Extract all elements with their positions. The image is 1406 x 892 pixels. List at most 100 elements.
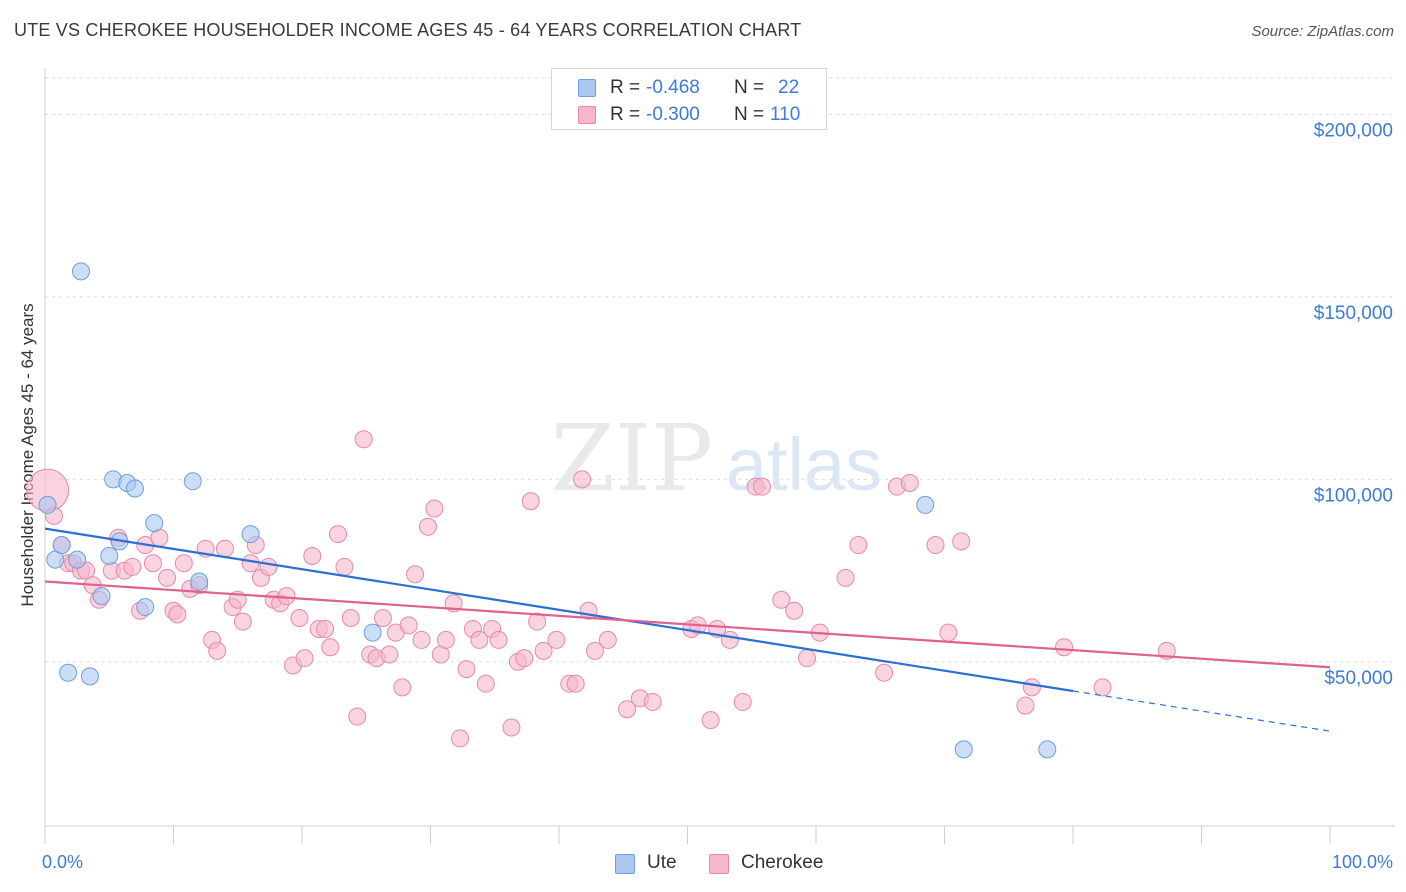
cherokee-point — [528, 612, 547, 631]
cherokee-point — [585, 641, 604, 660]
r-value: -0.300 — [646, 104, 700, 125]
cherokee-point — [215, 539, 234, 558]
ute-point — [52, 536, 71, 555]
cherokee-point — [406, 565, 425, 584]
axes — [44, 68, 1395, 844]
cherokee-point — [926, 536, 945, 555]
cherokee-point — [158, 568, 177, 587]
ute-point — [92, 587, 111, 606]
cherokee-point — [457, 660, 476, 679]
trend-lines — [44, 527, 1331, 732]
ute-swatch — [615, 854, 635, 874]
cherokee-point — [534, 641, 553, 660]
chart-title: UTE VS CHEROKEE HOUSEHOLDER INCOME AGES … — [14, 20, 802, 40]
ute-point — [241, 525, 260, 544]
cherokee-point — [566, 674, 585, 693]
n-value: 22 — [778, 77, 800, 98]
cherokee-point — [399, 616, 418, 635]
r-value: -0.468 — [646, 77, 700, 98]
ute-point — [916, 495, 935, 514]
ute-point — [38, 495, 57, 514]
legend-row-ute: R = -0.468 N = 22 — [552, 75, 826, 101]
cherokee-point — [233, 612, 252, 631]
cherokee-point — [321, 638, 340, 657]
ute-point — [71, 262, 90, 281]
cherokee-point — [939, 623, 958, 642]
cherokee-point — [753, 477, 772, 496]
ute-point — [68, 550, 87, 569]
cherokee-point — [836, 568, 855, 587]
cherokee-point — [900, 474, 919, 493]
cherokee-point — [1055, 638, 1074, 657]
x-tick-label-min: 0.0% — [42, 852, 84, 872]
cherokee-point — [290, 609, 309, 628]
n-label: N = — [734, 77, 765, 98]
cherokee-point — [303, 546, 322, 565]
cherokee-point — [849, 536, 868, 555]
cherokee-point — [598, 630, 617, 649]
ute-trend-extension — [1072, 690, 1331, 732]
cherokee-point — [425, 499, 444, 518]
cherokee-point — [277, 587, 296, 606]
cherokee-point — [328, 525, 347, 544]
cherokee-point — [521, 492, 540, 511]
cherokee-point — [952, 532, 971, 551]
cherokee-point — [785, 601, 804, 620]
legend-row-cherokee: R = -0.300 N = 110 — [552, 102, 826, 128]
cherokee-point — [772, 590, 791, 609]
cherokee-point — [618, 700, 637, 719]
cherokee-point — [393, 678, 412, 697]
ute-point — [100, 546, 119, 565]
cherokee-point — [341, 609, 360, 628]
cherokee-point — [354, 430, 373, 449]
ute-point — [954, 740, 973, 759]
cherokee-point — [259, 557, 278, 576]
cherokee-point — [174, 554, 193, 573]
ute-point — [183, 472, 202, 491]
cherokee-point — [451, 729, 470, 748]
cherokee-point — [875, 663, 894, 682]
watermark-atlas: atlas — [726, 423, 882, 506]
cherokee-point — [476, 674, 495, 693]
n-value: 110 — [770, 104, 801, 125]
gridlines — [45, 77, 1395, 663]
y-tick-label: $200,000 — [1314, 120, 1393, 141]
cherokee-swatch — [709, 854, 729, 874]
ute-point — [363, 623, 382, 642]
cherokee-trend-line — [44, 580, 1331, 669]
cherokee-point — [168, 605, 187, 624]
y-tick-labels: $50,000 $100,000 $150,000 $200,000 — [1314, 120, 1393, 688]
x-tick-label-max: 100.0% — [1331, 852, 1393, 872]
legend-label-ute: Ute — [647, 852, 677, 873]
ute-point — [145, 514, 164, 533]
series-legend: Ute Cherokee — [0, 852, 1406, 878]
cherokee-point — [502, 718, 521, 737]
cherokee-point — [1016, 696, 1035, 715]
cherokee-point — [515, 649, 534, 668]
ute-trend-line — [44, 527, 1074, 693]
ute-point — [190, 572, 209, 591]
cherokee-swatch — [578, 106, 596, 124]
cherokee-point — [489, 630, 508, 649]
correlation-legend: R = -0.468 N = 22 R = -0.300 N = 110 — [551, 68, 827, 130]
n-label: N = — [734, 104, 765, 125]
source-label: Source: ZipAtlas.com — [1251, 23, 1394, 40]
cherokee-point — [573, 470, 592, 489]
ute-swatch — [578, 79, 596, 97]
cherokee-point — [241, 554, 260, 573]
cherokee-point — [470, 630, 489, 649]
ute-point — [136, 598, 155, 617]
cherokee-point — [733, 692, 752, 711]
cherokee-point — [295, 649, 314, 668]
legend-label-cherokee: Cherokee — [741, 852, 824, 873]
cherokee-point — [123, 557, 142, 576]
y-tick-label: $50,000 — [1324, 668, 1393, 689]
cherokee-point — [418, 517, 437, 536]
watermark-zip: ZIP — [551, 405, 713, 512]
cherokee-point — [720, 630, 739, 649]
ute-point — [80, 667, 99, 686]
y-tick-label: $150,000 — [1314, 303, 1393, 324]
cherokee-point — [1022, 678, 1041, 697]
y-tick-label: $100,000 — [1314, 485, 1393, 506]
